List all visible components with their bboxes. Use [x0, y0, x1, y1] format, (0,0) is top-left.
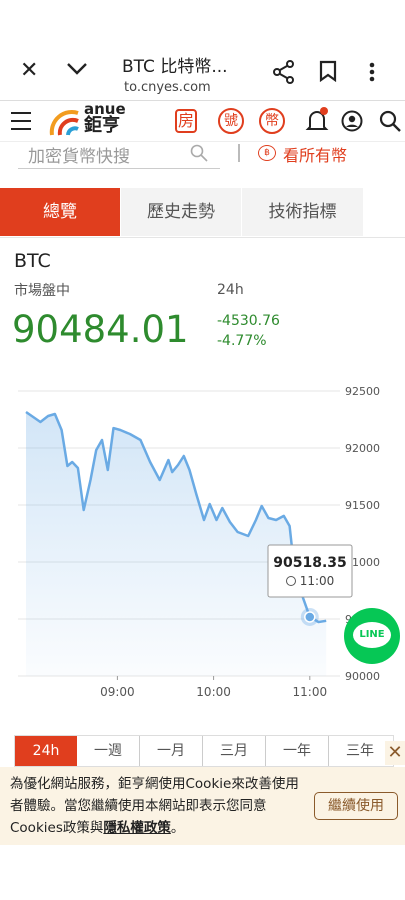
tooltip-value: 90518.35	[273, 555, 347, 571]
privacy-link[interactable]: 隱私權政策	[103, 820, 171, 836]
y-tick-label: 91500	[345, 499, 380, 512]
bell-icon[interactable]	[305, 107, 329, 133]
number-icon[interactable]: 號	[218, 108, 244, 134]
cookie-banner: 為優化網站服務，鉅亨網使用Cookie來改善使用者體驗。當您繼續使用本網站即表示…	[0, 767, 405, 845]
y-tick-label: 91000	[345, 556, 380, 569]
cookie-end: 。	[170, 820, 185, 836]
x-tick-label: 11:00	[293, 685, 328, 699]
tab[interactable]: 總覽	[0, 188, 120, 236]
tab[interactable]: 技術指標	[242, 188, 363, 236]
search-glass	[190, 144, 208, 162]
user-icon[interactable]	[341, 110, 363, 132]
y-tick-label: 90000	[345, 670, 380, 683]
hover-point	[304, 611, 316, 623]
line	[25, 410, 327, 624]
tooltip-box	[267, 544, 353, 598]
coin-link-icon: ฿	[258, 145, 276, 161]
site-header: anue 鉅亨 房 號 幣	[0, 100, 405, 142]
page-title: BTC 比特幣...	[122, 57, 228, 77]
area	[26, 412, 327, 676]
cookie-message: 為優化網站服務，鉅亨網使用Cookie來改善使用者體驗。當您繼續使用本網站即表示…	[10, 776, 299, 836]
chart: 90000905009100091500920009250009:0010:00…	[18, 385, 380, 699]
change: -4530.76	[217, 313, 280, 329]
collapse-icon[interactable]	[66, 62, 88, 76]
search-placeholder: 加密貨幣快搜	[28, 147, 130, 167]
separator	[0, 237, 405, 238]
share-icon[interactable]	[272, 60, 296, 84]
divider	[238, 144, 240, 162]
house-icon[interactable]: 房	[175, 109, 198, 133]
x-tick-label: 09:00	[100, 685, 135, 699]
bookmark-icon[interactable]	[319, 60, 337, 82]
symbol: BTC	[14, 250, 51, 272]
change-pct: -4.77%	[217, 333, 267, 349]
y-tick-label: 92500	[345, 385, 380, 398]
range-tab[interactable]: 一年	[266, 736, 329, 766]
range-tabs: 24h 一週 一月 三月 一年 三年	[14, 735, 394, 767]
range-tab[interactable]: 一月	[140, 736, 203, 766]
accept-button[interactable]: 繼續使用	[314, 792, 398, 820]
range-tab[interactable]: 一週	[77, 736, 140, 766]
menu-icon[interactable]	[368, 62, 376, 82]
x-tick-label: 10:00	[196, 685, 231, 699]
range-tab[interactable]: 24h	[15, 736, 77, 766]
cookie-text: 為優化網站服務，鉅亨網使用Cookie來改善使用者體驗。當您繼續使用本網站即表示…	[10, 773, 306, 839]
logo-bottom[interactable]: 鉅亨	[84, 115, 120, 136]
coin-icon[interactable]: 幣	[259, 108, 285, 134]
range-tab[interactable]: 三月	[203, 736, 266, 766]
logo-mark	[49, 110, 79, 136]
line-label: LINE	[353, 622, 391, 648]
market-status: 市場盤中	[14, 283, 70, 299]
tooltip-time: 11:00	[300, 574, 335, 588]
price: 90484.01	[12, 308, 189, 351]
close-icon[interactable]: ✕	[20, 58, 39, 83]
hamburger[interactable]	[10, 111, 32, 131]
line-button[interactable]: LINE	[344, 608, 400, 664]
period: 24h	[217, 282, 244, 298]
search-box[interactable]: 加密貨幣快搜	[18, 140, 220, 169]
logo-top[interactable]: anue	[84, 100, 126, 118]
clock-icon	[286, 576, 296, 586]
y-tick-label: 92000	[345, 442, 380, 455]
tab[interactable]: 歷史走勢	[121, 188, 241, 236]
page-url: to.cnyes.com	[124, 80, 211, 95]
all-coins-link[interactable]: 看所有幣	[283, 146, 348, 165]
search-icon[interactable]	[379, 110, 401, 132]
range-tab[interactable]: 三年	[346, 743, 374, 759]
cookie-close[interactable]: ✕	[385, 741, 405, 765]
browser-bar: ✕ BTC 比特幣... to.cnyes.com	[0, 0, 405, 100]
